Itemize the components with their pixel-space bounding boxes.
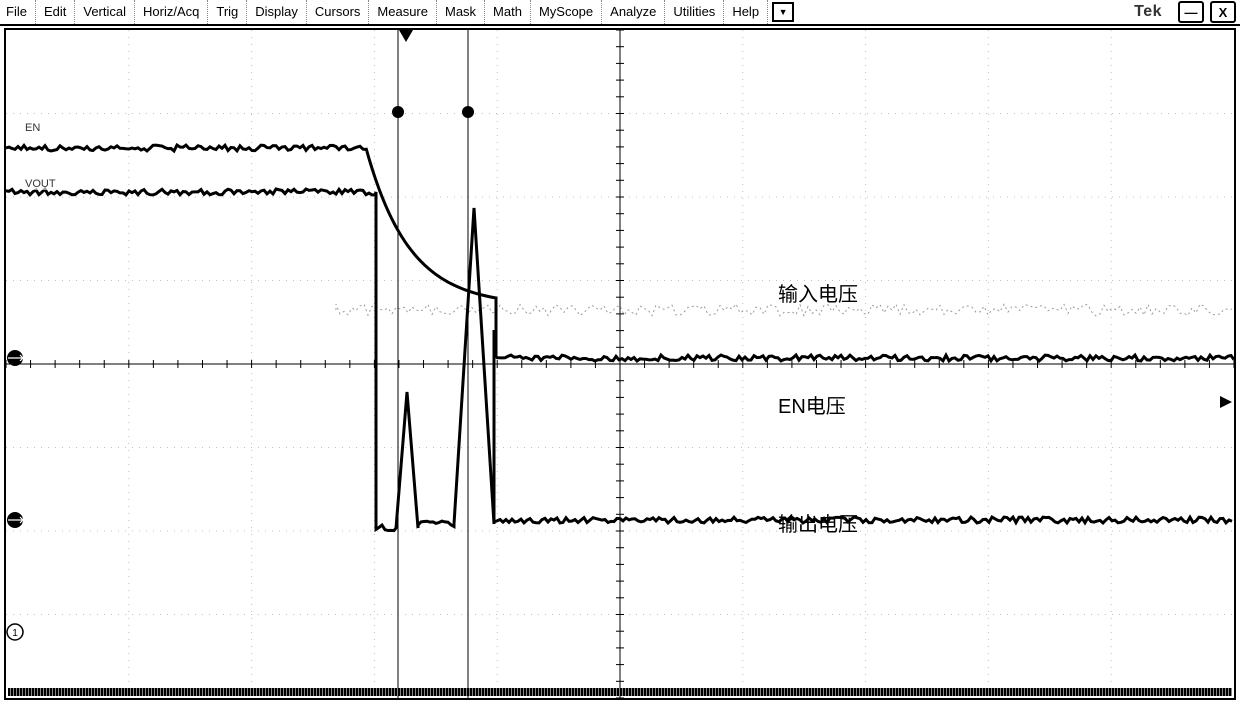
trace-label-vout: VOUT [24, 178, 57, 190]
trace-label-en: EN [24, 122, 41, 134]
menu-math[interactable]: Math [485, 0, 531, 24]
annotation-vin: 输入电压 [778, 278, 858, 307]
menu-file[interactable]: File [4, 0, 36, 24]
menu-mask[interactable]: Mask [437, 0, 485, 24]
annotation-vout: 输出电压 [778, 508, 858, 537]
scope-canvas: 1 [6, 30, 1234, 698]
menu-myscope[interactable]: MyScope [531, 0, 602, 24]
menu-trig[interactable]: Trig [208, 0, 247, 24]
brand-label: Tek [1134, 3, 1162, 21]
svg-text:1: 1 [12, 628, 18, 639]
menu-horiz-acq[interactable]: Horiz/Acq [135, 0, 208, 24]
oscilloscope-display[interactable]: 1 EN VOUT 输入电压 EN电压 输出电压 [4, 28, 1236, 700]
menu-help[interactable]: Help [724, 0, 768, 24]
menu-dropdown-button[interactable]: ▼ [772, 2, 794, 22]
annotation-en: EN电压 [778, 390, 846, 419]
menu-display[interactable]: Display [247, 0, 307, 24]
menubar: File Edit Vertical Horiz/Acq Trig Displa… [0, 0, 1240, 26]
menu-utilities[interactable]: Utilities [665, 0, 724, 24]
horizontal-scrollbar[interactable] [8, 688, 1232, 696]
menu-analyze[interactable]: Analyze [602, 0, 665, 24]
menu-measure[interactable]: Measure [369, 0, 437, 24]
close-button[interactable]: X [1210, 1, 1236, 23]
menu-cursors[interactable]: Cursors [307, 0, 370, 24]
menu-edit[interactable]: Edit [36, 0, 75, 24]
minimize-button[interactable]: — [1178, 1, 1204, 23]
menu-vertical[interactable]: Vertical [75, 0, 135, 24]
